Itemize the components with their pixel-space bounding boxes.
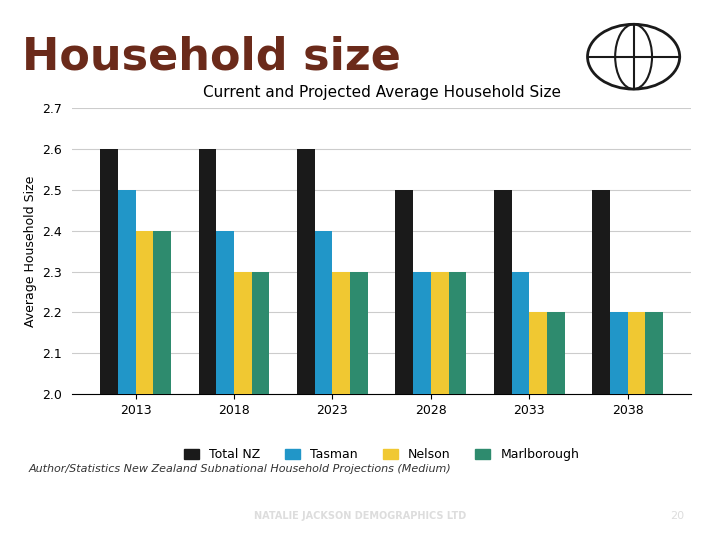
Bar — [297, 149, 315, 540]
Bar — [350, 272, 368, 540]
Bar — [511, 272, 529, 540]
Bar — [100, 149, 118, 540]
Text: Household size: Household size — [22, 35, 400, 78]
Text: 20: 20 — [670, 511, 684, 521]
Bar — [610, 313, 628, 540]
Bar — [628, 313, 645, 540]
Title: Current and Projected Average Household Size: Current and Projected Average Household … — [202, 85, 561, 100]
Text: NATALIE JACKSON DEMOGRAPHICS LTD: NATALIE JACKSON DEMOGRAPHICS LTD — [254, 511, 466, 521]
Bar — [153, 231, 171, 540]
Bar — [449, 272, 467, 540]
Text: Author/Statistics New Zealand Subnational Household Projections (Medium): Author/Statistics New Zealand Subnationa… — [29, 464, 451, 475]
Bar — [118, 190, 135, 540]
Bar — [252, 272, 269, 540]
Bar — [135, 231, 153, 540]
Y-axis label: Average Household Size: Average Household Size — [24, 176, 37, 327]
Bar — [547, 313, 564, 540]
Bar — [645, 313, 663, 540]
Bar — [413, 272, 431, 540]
Bar — [395, 190, 413, 540]
Bar — [216, 231, 234, 540]
Bar — [431, 272, 449, 540]
Bar — [592, 190, 610, 540]
Bar — [494, 190, 511, 540]
Legend: Total NZ, Tasman, Nelson, Marlborough: Total NZ, Tasman, Nelson, Marlborough — [179, 443, 585, 467]
Bar — [529, 313, 547, 540]
Bar — [234, 272, 252, 540]
Bar — [315, 231, 333, 540]
Bar — [333, 272, 350, 540]
Bar — [199, 149, 216, 540]
